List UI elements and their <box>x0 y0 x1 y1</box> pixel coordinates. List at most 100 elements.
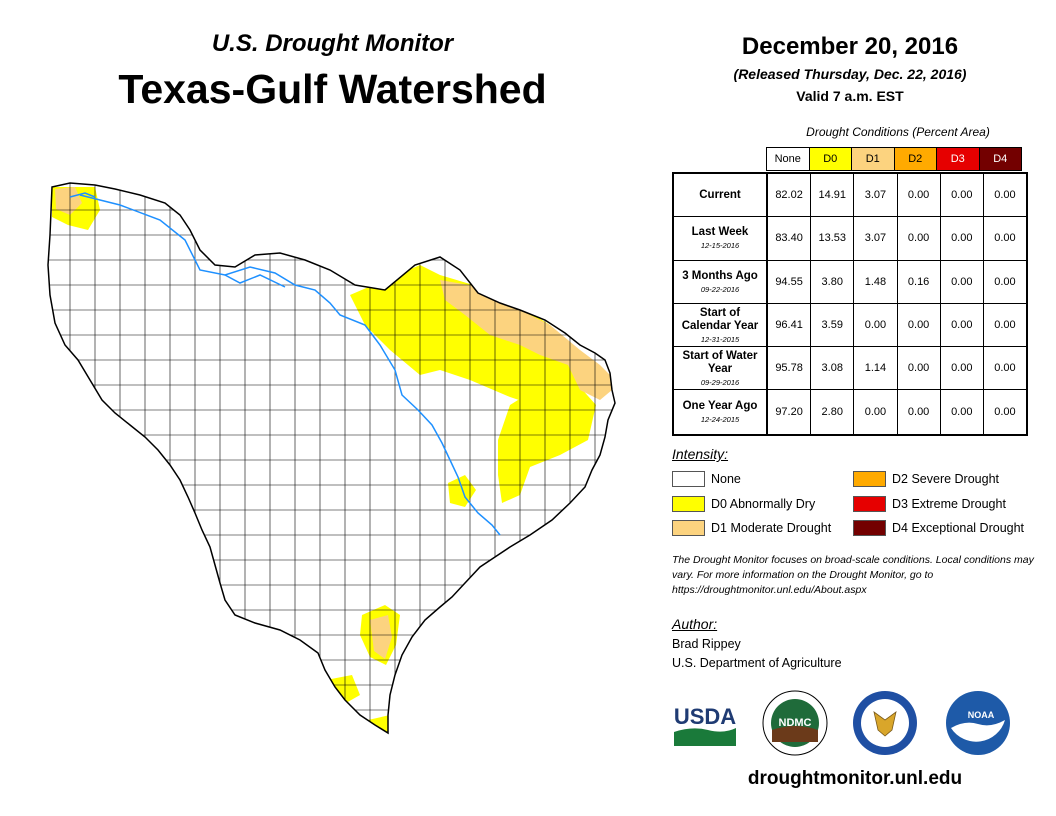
commerce-seal-logo <box>853 691 917 755</box>
legend-item: D0 Abnormally Dry <box>672 496 815 512</box>
row-label: Start of Water Year 09-29-2016 <box>674 347 768 390</box>
map-subtitle: U.S. Drought Monitor <box>211 30 454 57</box>
table-cell: 0.00 <box>941 347 984 390</box>
table-cell: 0.00 <box>994 319 1016 332</box>
legend-item: D3 Extreme Drought <box>853 496 1006 512</box>
table-cell: 83.40 <box>768 217 812 260</box>
table-row: One Year Ago 12-24-2015 97.20 2.80 0.00 0.00 0… <box>674 390 1026 434</box>
table-cell: 0.00 <box>941 390 984 434</box>
table-cell: 0.16 <box>898 260 941 303</box>
legend-label: None <box>711 472 741 486</box>
table-cell: 0.00 <box>994 232 1016 245</box>
legend-swatch <box>672 520 705 536</box>
row-label: 3 Months Ago 09-22-2016 <box>674 260 768 303</box>
table-cell: 3.59 <box>811 303 855 347</box>
table-cell: 82.02 <box>768 174 812 217</box>
table-row: 3 Months Ago 09-22-2016 94.55 3.80 1.48 0.16 0… <box>674 260 1026 304</box>
row-label: Start of Calendar Year 12-31-2015 <box>674 303 768 347</box>
table-cell: 0.00 <box>994 189 1016 202</box>
row-label-text: Start of Water Year <box>682 349 758 375</box>
table-cell: 3.08 <box>811 347 855 390</box>
table-cell: 0.00 <box>898 174 941 217</box>
row-date: 09-22-2016 <box>700 284 740 294</box>
table-cell: 97.20 <box>768 390 812 434</box>
legend-item: D4 Exceptional Drought <box>853 520 1024 536</box>
table-cell: 1.14 <box>854 347 898 390</box>
legend-swatch <box>853 496 886 512</box>
table-cell: 0.00 <box>941 174 984 217</box>
legend-title: Intensity: <box>672 446 729 462</box>
column-header-d4: D4 <box>978 147 1022 171</box>
map-date: December 20, 2016 <box>741 33 959 60</box>
row-date: 12-24-2015 <box>700 415 740 425</box>
legend-item: D1 Moderate Drought <box>672 520 831 536</box>
row-label: Last Week 12-15-2016 <box>674 217 768 260</box>
table-cell: 0.00 <box>994 406 1016 419</box>
table-cell: 0.00 <box>994 362 1016 375</box>
legend-label: D0 Abnormally Dry <box>711 497 816 511</box>
table-cell: 0.00 <box>941 217 984 260</box>
legend-label: D4 Exceptional Drought <box>892 521 1025 535</box>
svg-text:NOAA: NOAA <box>968 710 995 720</box>
column-header-d0: D0 <box>808 147 852 171</box>
row-date: 09-29-2016 <box>700 377 740 387</box>
legend-label: D1 Moderate Drought <box>711 521 832 535</box>
legend-item: None <box>672 471 741 487</box>
row-label-text: Start of Calendar Year <box>681 306 759 332</box>
table-cell: 96.41 <box>768 303 812 347</box>
row-date: 12-15-2016 <box>700 241 740 251</box>
svg-text:USDA: USDA <box>674 704 736 729</box>
map-title: Texas-Gulf Watershed <box>118 66 547 112</box>
usda-logo: USDA <box>674 704 736 746</box>
legend-label: D3 Extreme Drought <box>892 497 1006 511</box>
table-cell: 13.53 <box>811 217 855 260</box>
row-label-text: Last Week <box>691 226 749 239</box>
row-label: Current <box>674 174 768 217</box>
row-date: 12-31-2015 <box>700 334 740 344</box>
legend-swatch <box>853 471 886 487</box>
legend-swatch <box>853 520 886 536</box>
watershed-map <box>47 182 616 735</box>
row-label-text: 3 Months Ago <box>682 269 758 282</box>
footer-url[interactable]: droughtmonitor.unl.edu <box>747 768 963 789</box>
legend-item: D2 Severe Drought <box>853 471 999 487</box>
author-name: Brad Rippey <box>672 637 741 651</box>
table-cell: 0.00 <box>898 303 941 347</box>
svg-text:NDMC: NDMC <box>779 717 812 729</box>
table-row: Start of Calendar Year 12-31-2015 96.41 3.5… <box>674 303 1026 348</box>
table-cell: 2.80 <box>811 390 855 434</box>
legend-swatch <box>672 496 705 512</box>
table-cell: 0.00 <box>898 217 941 260</box>
table-row: Current 82.02 14.91 3.07 0.00 0.00 0.00 <box>674 174 1026 218</box>
row-label-text: One Year Ago <box>682 400 758 413</box>
release-date: (Released Thursday, Dec. 22, 2016) <box>733 66 967 82</box>
table-cell: 14.91 <box>811 174 855 217</box>
legend-label: D2 Severe Drought <box>892 472 1000 486</box>
column-header-d3: D3 <box>936 147 980 171</box>
column-header-none: None <box>766 147 810 171</box>
row-label-text: Current <box>699 188 741 201</box>
table-cell: 0.00 <box>854 303 898 347</box>
drought-monitor-note: The Drought Monitor focuses on broad-sca… <box>672 554 1034 596</box>
noaa-logo: NOAA <box>946 691 1010 755</box>
table-cell: 3.07 <box>854 174 898 217</box>
table-cell: 0.00 <box>994 275 1016 288</box>
author-title: Author: <box>672 616 718 632</box>
conditions-header: None D0 D1 D2 D3 D4 <box>766 147 1022 171</box>
table-cell: 0.00 <box>854 390 898 434</box>
table-cell: 95.78 <box>768 347 812 390</box>
ndmc-logo: NDMC <box>762 690 828 756</box>
table-cell: 0.00 <box>898 390 941 434</box>
conditions-caption: Drought Conditions (Percent Area) <box>806 125 990 139</box>
valid-time: Valid 7 a.m. EST <box>796 88 904 104</box>
table-cell: 94.55 <box>768 260 812 303</box>
conditions-table: Current 82.02 14.91 3.07 0.00 0.00 0.00 Last We… <box>672 172 1028 436</box>
row-label: One Year Ago 12-24-2015 <box>674 390 768 434</box>
table-cell: 0.00 <box>941 260 984 303</box>
table-cell: 1.48 <box>854 260 898 303</box>
column-header-d1: D1 <box>851 147 895 171</box>
table-cell: 0.00 <box>898 347 941 390</box>
column-header-d2: D2 <box>893 147 937 171</box>
legend-swatch <box>672 471 705 487</box>
author-organization: U.S. Department of Agriculture <box>672 656 842 670</box>
